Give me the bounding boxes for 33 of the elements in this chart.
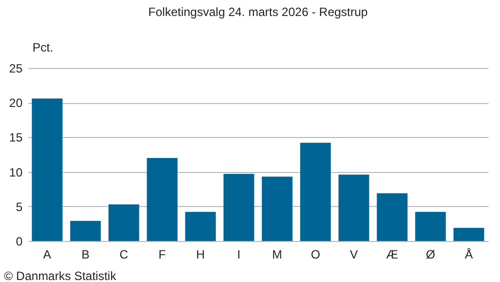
bar xyxy=(300,142,331,241)
x-tick-label: H xyxy=(196,248,205,262)
bar xyxy=(224,174,254,241)
bar xyxy=(32,98,62,241)
bar xyxy=(376,193,408,241)
chart-title: Folketingsvalg 24. marts 2026 - Regstrup xyxy=(148,5,368,19)
x-tick-label: Æ xyxy=(386,248,398,262)
x-tick-label: I xyxy=(237,248,241,262)
y-tick-label: 5 xyxy=(16,200,23,214)
x-tick-label: C xyxy=(119,248,128,262)
bar xyxy=(454,228,484,241)
bar xyxy=(185,212,216,241)
bar xyxy=(338,174,370,241)
text: © Danmarks Statistik xyxy=(4,269,118,282)
x-tick-label: Ø xyxy=(426,248,436,262)
bar xyxy=(415,212,446,241)
x-tick-label: M xyxy=(272,248,282,262)
x-tick-label: O xyxy=(310,248,320,262)
bar xyxy=(262,176,292,241)
y-tick-label: 20 xyxy=(9,96,23,110)
bar xyxy=(70,220,101,241)
x-tick-label: F xyxy=(158,248,166,262)
x-tick-label: V xyxy=(350,248,358,262)
y-tick-label: 25 xyxy=(9,62,23,76)
x-tick-label: Å xyxy=(464,248,473,262)
bar xyxy=(146,158,178,241)
y-tick-label: 10 xyxy=(9,165,23,180)
y-tick-label: 0 xyxy=(16,234,23,248)
y-axis-title: Pct. xyxy=(32,40,54,54)
x-tick-label: A xyxy=(43,248,52,262)
bar xyxy=(108,204,140,241)
y-tick-label: 15 xyxy=(9,130,23,145)
x-tick-label: B xyxy=(81,248,90,262)
